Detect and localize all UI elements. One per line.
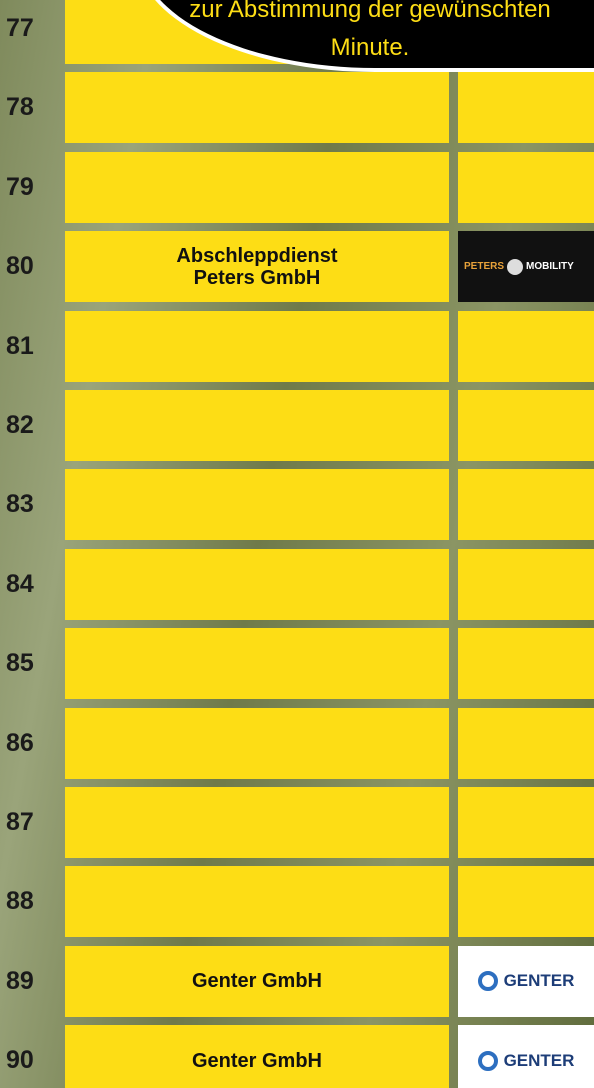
logo-cell bbox=[458, 707, 594, 779]
row-number: 78 bbox=[6, 93, 34, 122]
sponsor-cell bbox=[65, 390, 449, 461]
logo-cell bbox=[458, 390, 594, 461]
row-number: 80 bbox=[6, 252, 34, 281]
sponsor-cell: Abschleppdienst Peters GmbH bbox=[65, 231, 449, 303]
logo-cell bbox=[458, 548, 594, 620]
sponsor-cell bbox=[65, 151, 449, 223]
row-number: 83 bbox=[6, 490, 34, 519]
row-number: 87 bbox=[6, 808, 34, 836]
logo-text: GENTER bbox=[503, 971, 575, 991]
logo: GENTER bbox=[458, 1025, 594, 1088]
row-number: 88 bbox=[6, 887, 34, 916]
logo-cell bbox=[458, 866, 594, 938]
row-number: 86 bbox=[6, 728, 34, 757]
logo-text: PETERS bbox=[464, 260, 505, 272]
row-number: 79 bbox=[6, 172, 34, 201]
logo-cell bbox=[458, 469, 594, 541]
logo-cell bbox=[458, 310, 594, 382]
logo-cell bbox=[458, 72, 594, 144]
row-number: 90 bbox=[6, 1046, 34, 1075]
sponsor-cell bbox=[65, 866, 449, 938]
logo: GENTER bbox=[458, 945, 594, 1017]
logo-cell bbox=[458, 151, 594, 223]
logo-icon bbox=[507, 258, 524, 275]
sponsor-cell bbox=[65, 469, 449, 541]
sponsor-name: Peters GmbH bbox=[193, 266, 321, 289]
logo-icon bbox=[477, 971, 498, 992]
sponsor-cell bbox=[65, 787, 449, 858]
sponsor-cell: Genter GmbH bbox=[65, 945, 449, 1017]
logo: PETERS MOBILITY bbox=[458, 231, 594, 303]
row-number: 85 bbox=[6, 649, 34, 678]
sponsor-cell bbox=[65, 310, 449, 382]
sponsor-cell bbox=[65, 548, 449, 620]
sponsor-cell bbox=[65, 72, 449, 144]
sponsor-cell bbox=[65, 707, 449, 779]
row-number: 84 bbox=[6, 569, 34, 598]
sponsor-name: Genter GmbH bbox=[191, 970, 323, 993]
logo-icon bbox=[477, 1050, 498, 1071]
sponsor-name: Abschleppdienst bbox=[176, 244, 338, 267]
row-number: 81 bbox=[6, 331, 34, 360]
logo-text: GENTER bbox=[503, 1050, 575, 1070]
logo-cell bbox=[458, 787, 594, 858]
logo-cell bbox=[458, 628, 594, 700]
logo-text: MOBILITY bbox=[526, 260, 574, 272]
notice-text: zur Abstimmung der gewünschten bbox=[189, 0, 551, 23]
sponsor-cell: Genter GmbH bbox=[65, 1025, 449, 1088]
row-number: 77 bbox=[6, 14, 34, 42]
sponsor-cell bbox=[65, 628, 449, 700]
row-number: 82 bbox=[6, 411, 34, 439]
sponsor-name: Genter GmbH bbox=[191, 1049, 323, 1072]
row-number: 89 bbox=[6, 966, 34, 995]
notice-text: Minute. bbox=[330, 34, 410, 61]
